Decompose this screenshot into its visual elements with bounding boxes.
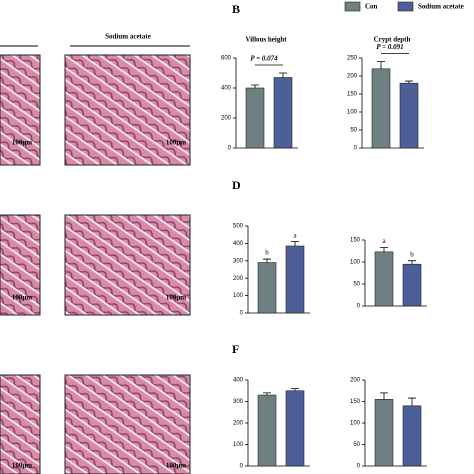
error-bar bbox=[380, 392, 388, 400]
y-tick-label: 150 bbox=[350, 399, 361, 405]
legend-label: Sodium acetate bbox=[418, 3, 464, 11]
panel-label: D bbox=[232, 178, 241, 192]
y-tick-label: 100 bbox=[350, 260, 361, 266]
error-bar bbox=[251, 84, 259, 88]
error-bar bbox=[279, 72, 287, 78]
significance-letter: b bbox=[265, 249, 269, 257]
scale-label: 100μm bbox=[166, 139, 186, 147]
bar bbox=[374, 399, 394, 467]
bar bbox=[399, 82, 419, 149]
significance-letter: b bbox=[410, 250, 414, 258]
y-tick-label: 0 bbox=[240, 311, 244, 317]
scale-label: 100μm bbox=[12, 294, 32, 302]
y-tick-label: 50 bbox=[353, 442, 360, 448]
bar bbox=[257, 394, 277, 467]
significance-letter: a bbox=[293, 231, 297, 239]
error-bar bbox=[405, 80, 413, 84]
scale-label: 100μm bbox=[166, 462, 186, 470]
error-bar bbox=[377, 61, 385, 69]
y-tick-label: 100 bbox=[347, 110, 358, 116]
image-header: Sodium acetate bbox=[105, 33, 151, 41]
scale-label: 100μm bbox=[12, 462, 32, 470]
error-bar bbox=[380, 247, 388, 252]
y-tick-label: 500 bbox=[233, 224, 244, 230]
panel-label: F bbox=[232, 342, 239, 356]
y-tick-label: 300 bbox=[233, 399, 244, 405]
error-bar bbox=[408, 260, 416, 265]
image bbox=[64, 214, 191, 316]
y-tick-label: 200 bbox=[221, 116, 232, 122]
panel-label: B bbox=[232, 2, 240, 16]
chart-title: Crypt depth bbox=[374, 36, 411, 44]
y-tick-label: 250 bbox=[347, 56, 358, 62]
y-tick-label: 0 bbox=[240, 464, 244, 470]
significance-letter: a bbox=[382, 237, 386, 245]
y-tick-label: 0 bbox=[357, 304, 361, 310]
y-tick-label: 400 bbox=[233, 241, 244, 247]
y-tick-label: 0 bbox=[228, 146, 232, 152]
y-tick-label: 0 bbox=[357, 464, 361, 470]
y-tick-label: 400 bbox=[221, 86, 232, 92]
error-bar bbox=[263, 392, 271, 396]
y-tick-label: 200 bbox=[350, 378, 361, 384]
chart-title: Villous height bbox=[245, 36, 287, 44]
y-tick-label: 100 bbox=[233, 442, 244, 448]
y-tick-label: 200 bbox=[347, 74, 358, 80]
bar bbox=[245, 87, 265, 149]
y-tick-label: 100 bbox=[350, 421, 361, 427]
y-tick-label: 100 bbox=[233, 293, 244, 299]
bar bbox=[257, 262, 277, 314]
p-value: P = 0.091 bbox=[376, 43, 403, 51]
y-tick-label: 150 bbox=[347, 92, 358, 98]
p-value: P = 0.074 bbox=[250, 55, 278, 63]
error-bar bbox=[291, 241, 299, 247]
bar bbox=[402, 263, 422, 307]
error-bar bbox=[291, 388, 299, 391]
legend-label: Con bbox=[365, 3, 378, 11]
y-tick-label: 50 bbox=[350, 128, 357, 134]
y-tick-label: 150 bbox=[350, 238, 361, 244]
bar bbox=[273, 77, 293, 149]
image bbox=[0, 54, 41, 166]
y-tick-label: 200 bbox=[233, 421, 244, 427]
image bbox=[64, 54, 191, 166]
y-tick-label: 0 bbox=[354, 146, 358, 152]
bar bbox=[402, 405, 422, 467]
image bbox=[64, 374, 191, 474]
y-tick-label: 300 bbox=[233, 258, 244, 264]
error-bar bbox=[408, 397, 416, 406]
bar bbox=[285, 390, 305, 467]
error-bar bbox=[263, 258, 271, 263]
image bbox=[0, 374, 41, 474]
bar bbox=[285, 245, 305, 314]
y-tick-label: 400 bbox=[233, 378, 244, 384]
bar bbox=[374, 251, 394, 307]
bar bbox=[371, 68, 391, 149]
y-tick-label: 600 bbox=[221, 56, 232, 62]
legend-swatch bbox=[397, 1, 414, 12]
histology-images bbox=[0, 45, 191, 474]
scale-label: 100μm bbox=[166, 294, 186, 302]
image bbox=[0, 214, 41, 316]
legend-swatch bbox=[344, 1, 361, 12]
y-tick-label: 200 bbox=[233, 276, 244, 282]
scale-label: 100μm bbox=[12, 139, 32, 147]
y-tick-label: 50 bbox=[353, 282, 360, 288]
